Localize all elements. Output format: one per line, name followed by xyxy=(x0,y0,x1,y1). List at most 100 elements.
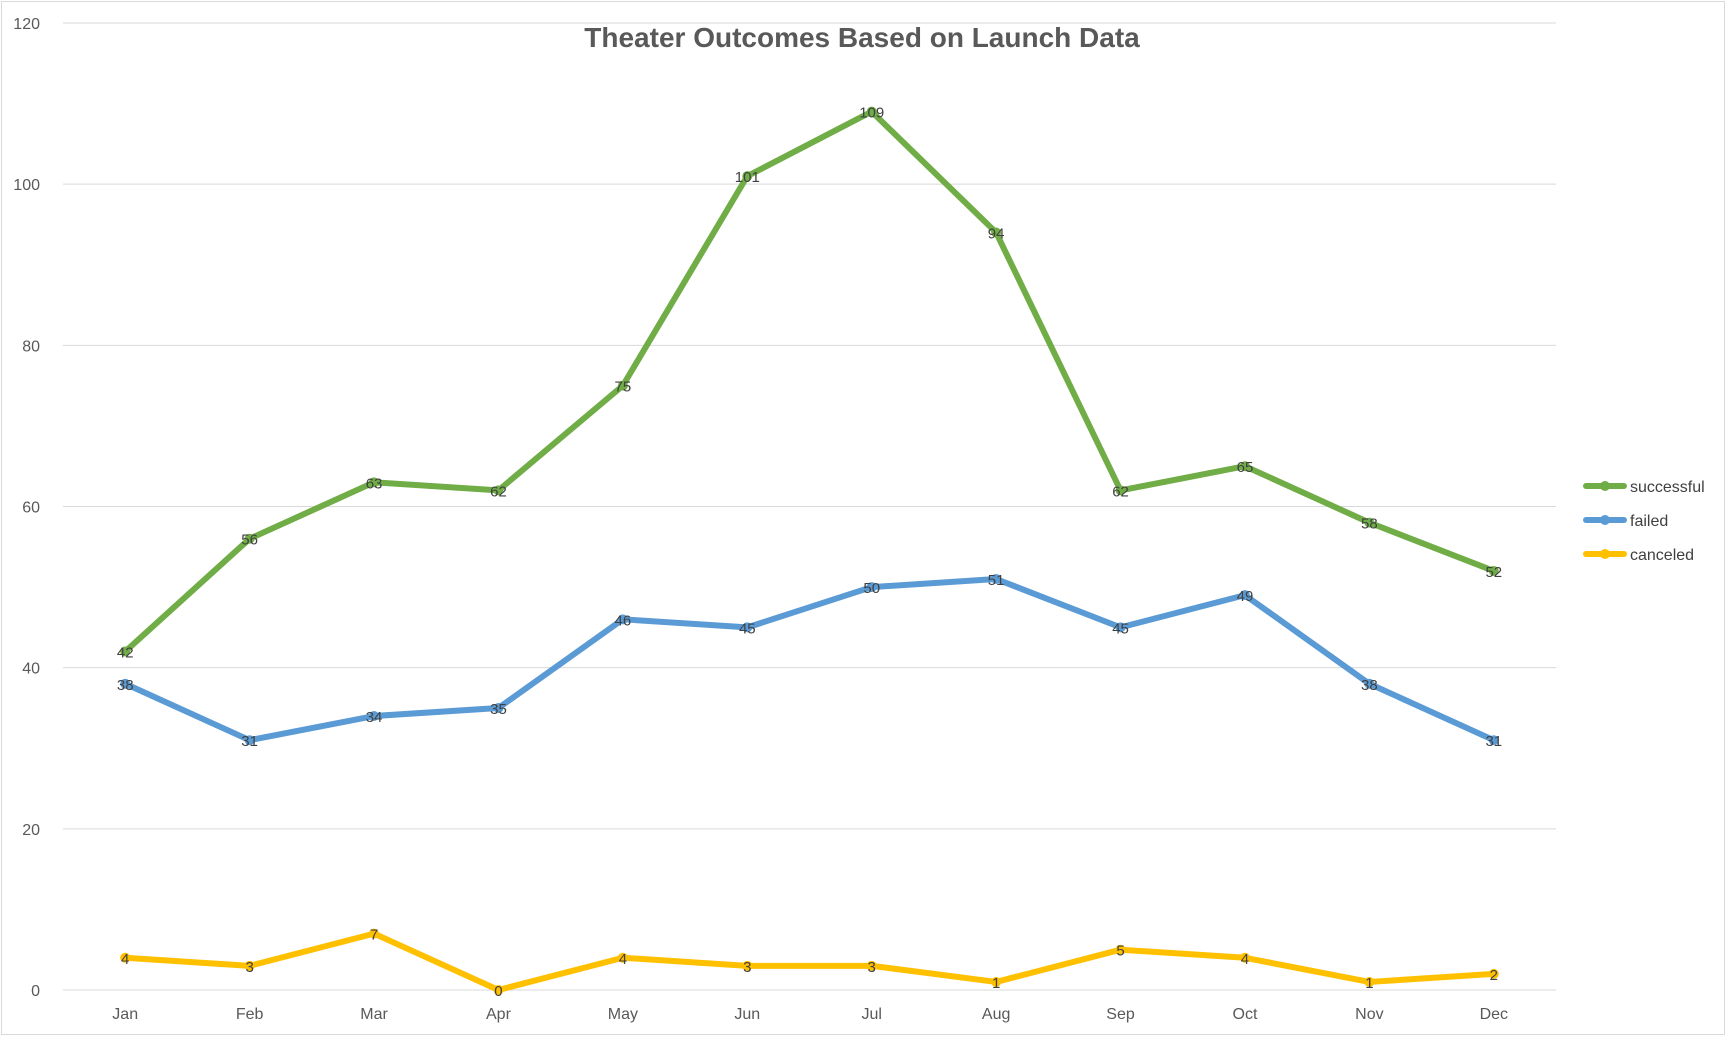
data-label-failed: 45 xyxy=(1112,620,1129,637)
y-tick-label: 120 xyxy=(13,16,40,33)
data-label-successful: 75 xyxy=(615,379,632,396)
data-label-canceled: 3 xyxy=(868,959,876,976)
data-label-canceled: 3 xyxy=(743,959,751,976)
data-point-successful xyxy=(1239,461,1250,472)
data-point-successful xyxy=(866,106,877,117)
data-point-failed xyxy=(493,702,504,713)
data-label-canceled: 1 xyxy=(992,975,1000,992)
data-label-successful: 101 xyxy=(735,169,760,186)
data-label-failed: 38 xyxy=(117,677,134,694)
x-axis-tick-labels: Jan Feb Mar Apr May Jun Jul Aug Sep Oct Nov Dec xyxy=(112,1006,1508,1023)
data-point-canceled xyxy=(1488,968,1499,979)
data-point-canceled xyxy=(493,985,504,995)
legend-label-successful: successful xyxy=(1630,479,1705,496)
legend-marker-failed xyxy=(1600,515,1610,525)
data-label-canceled: 7 xyxy=(370,927,378,944)
data-point-successful xyxy=(617,380,628,391)
data-point-failed xyxy=(120,678,131,689)
data-label-failed: 51 xyxy=(988,572,1005,589)
data-point-failed xyxy=(1115,622,1126,633)
data-label-failed: 31 xyxy=(241,733,258,750)
data-label-canceled: 4 xyxy=(619,951,627,968)
data-label-failed: 45 xyxy=(739,620,756,637)
data-label-failed: 31 xyxy=(1485,733,1502,750)
data-point-failed xyxy=(1364,678,1375,689)
data-label-canceled: 4 xyxy=(121,951,129,968)
data-label-successful: 56 xyxy=(241,532,258,549)
data-label-canceled: 5 xyxy=(1116,943,1124,960)
data-point-canceled xyxy=(991,976,1002,987)
x-tick-label: Jun xyxy=(734,1006,760,1023)
chart-title: Theater Outcomes Based on Launch Data xyxy=(584,22,1140,53)
data-point-failed xyxy=(742,622,753,633)
data-label-successful: 42 xyxy=(117,645,134,662)
y-tick-label: 40 xyxy=(22,661,40,678)
x-tick-label: Apr xyxy=(486,1006,512,1023)
data-point-failed xyxy=(369,711,380,722)
data-point-canceled xyxy=(369,928,380,939)
data-label-canceled: 0 xyxy=(494,983,502,1000)
data-point-successful xyxy=(1488,565,1499,576)
data-point-successful xyxy=(742,171,753,182)
x-tick-label: Oct xyxy=(1233,1006,1258,1023)
y-tick-label: 80 xyxy=(22,338,40,355)
data-point-failed xyxy=(866,582,877,593)
x-tick-label: Jan xyxy=(112,1006,138,1023)
data-label-canceled: 2 xyxy=(1490,967,1498,984)
y-tick-label: 0 xyxy=(31,983,40,1000)
y-tick-label: 60 xyxy=(22,500,40,517)
series-line-failed xyxy=(122,576,1497,744)
legend: successful failed canceled xyxy=(1583,479,1705,564)
x-tick-label: May xyxy=(608,1006,638,1023)
data-point-successful xyxy=(493,485,504,496)
data-label-canceled: 1 xyxy=(1365,975,1373,992)
data-point-successful xyxy=(120,646,131,657)
x-tick-label: Sep xyxy=(1106,1006,1135,1023)
data-label-successful: 62 xyxy=(490,483,507,500)
data-point-canceled xyxy=(742,960,753,971)
x-tick-label: Feb xyxy=(236,1006,264,1023)
data-point-successful xyxy=(369,477,380,488)
data-point-canceled xyxy=(244,960,255,971)
series-line-successful xyxy=(122,108,1497,655)
data-point-successful xyxy=(1115,485,1126,496)
y-axis-tick-labels: 0 20 40 60 80 100 120 xyxy=(13,16,40,1000)
data-label-successful: 52 xyxy=(1485,564,1502,581)
data-point-failed xyxy=(991,574,1002,585)
data-point-successful xyxy=(1364,517,1375,528)
y-tick-label: 20 xyxy=(22,822,40,839)
data-label-failed: 50 xyxy=(863,580,880,597)
data-point-canceled xyxy=(120,952,131,963)
x-tick-label: Dec xyxy=(1480,1006,1508,1023)
legend-label-failed: failed xyxy=(1630,513,1668,530)
data-label-failed: 34 xyxy=(366,709,383,726)
x-tick-label: Aug xyxy=(982,1006,1010,1023)
data-point-failed xyxy=(1239,590,1250,601)
y-tick-label: 100 xyxy=(13,177,40,194)
legend-marker-canceled xyxy=(1600,549,1610,559)
data-point-successful xyxy=(991,227,1002,238)
data-point-failed xyxy=(617,614,628,625)
x-tick-label: Nov xyxy=(1355,1006,1383,1023)
gridlines xyxy=(63,22,1556,991)
data-label-successful: 63 xyxy=(366,475,383,492)
data-label-failed: 49 xyxy=(1237,588,1254,605)
data-point-canceled xyxy=(1364,976,1375,987)
data-label-successful: 65 xyxy=(1237,459,1254,476)
data-point-canceled xyxy=(866,960,877,971)
data-label-successful: 58 xyxy=(1361,516,1378,533)
data-label-canceled: 3 xyxy=(245,959,253,976)
data-label-successful: 62 xyxy=(1112,483,1129,500)
data-point-canceled xyxy=(617,952,628,963)
data-label-successful: 109 xyxy=(859,105,884,122)
data-label-canceled: 4 xyxy=(1241,951,1249,968)
series-line-canceled xyxy=(122,930,1497,993)
data-point-canceled xyxy=(1115,944,1126,955)
data-label-successful: 94 xyxy=(988,226,1005,243)
data-label-failed: 35 xyxy=(490,701,507,718)
series-lines xyxy=(120,106,1499,995)
legend-marker-successful xyxy=(1600,481,1610,491)
data-label-failed: 38 xyxy=(1361,677,1378,694)
